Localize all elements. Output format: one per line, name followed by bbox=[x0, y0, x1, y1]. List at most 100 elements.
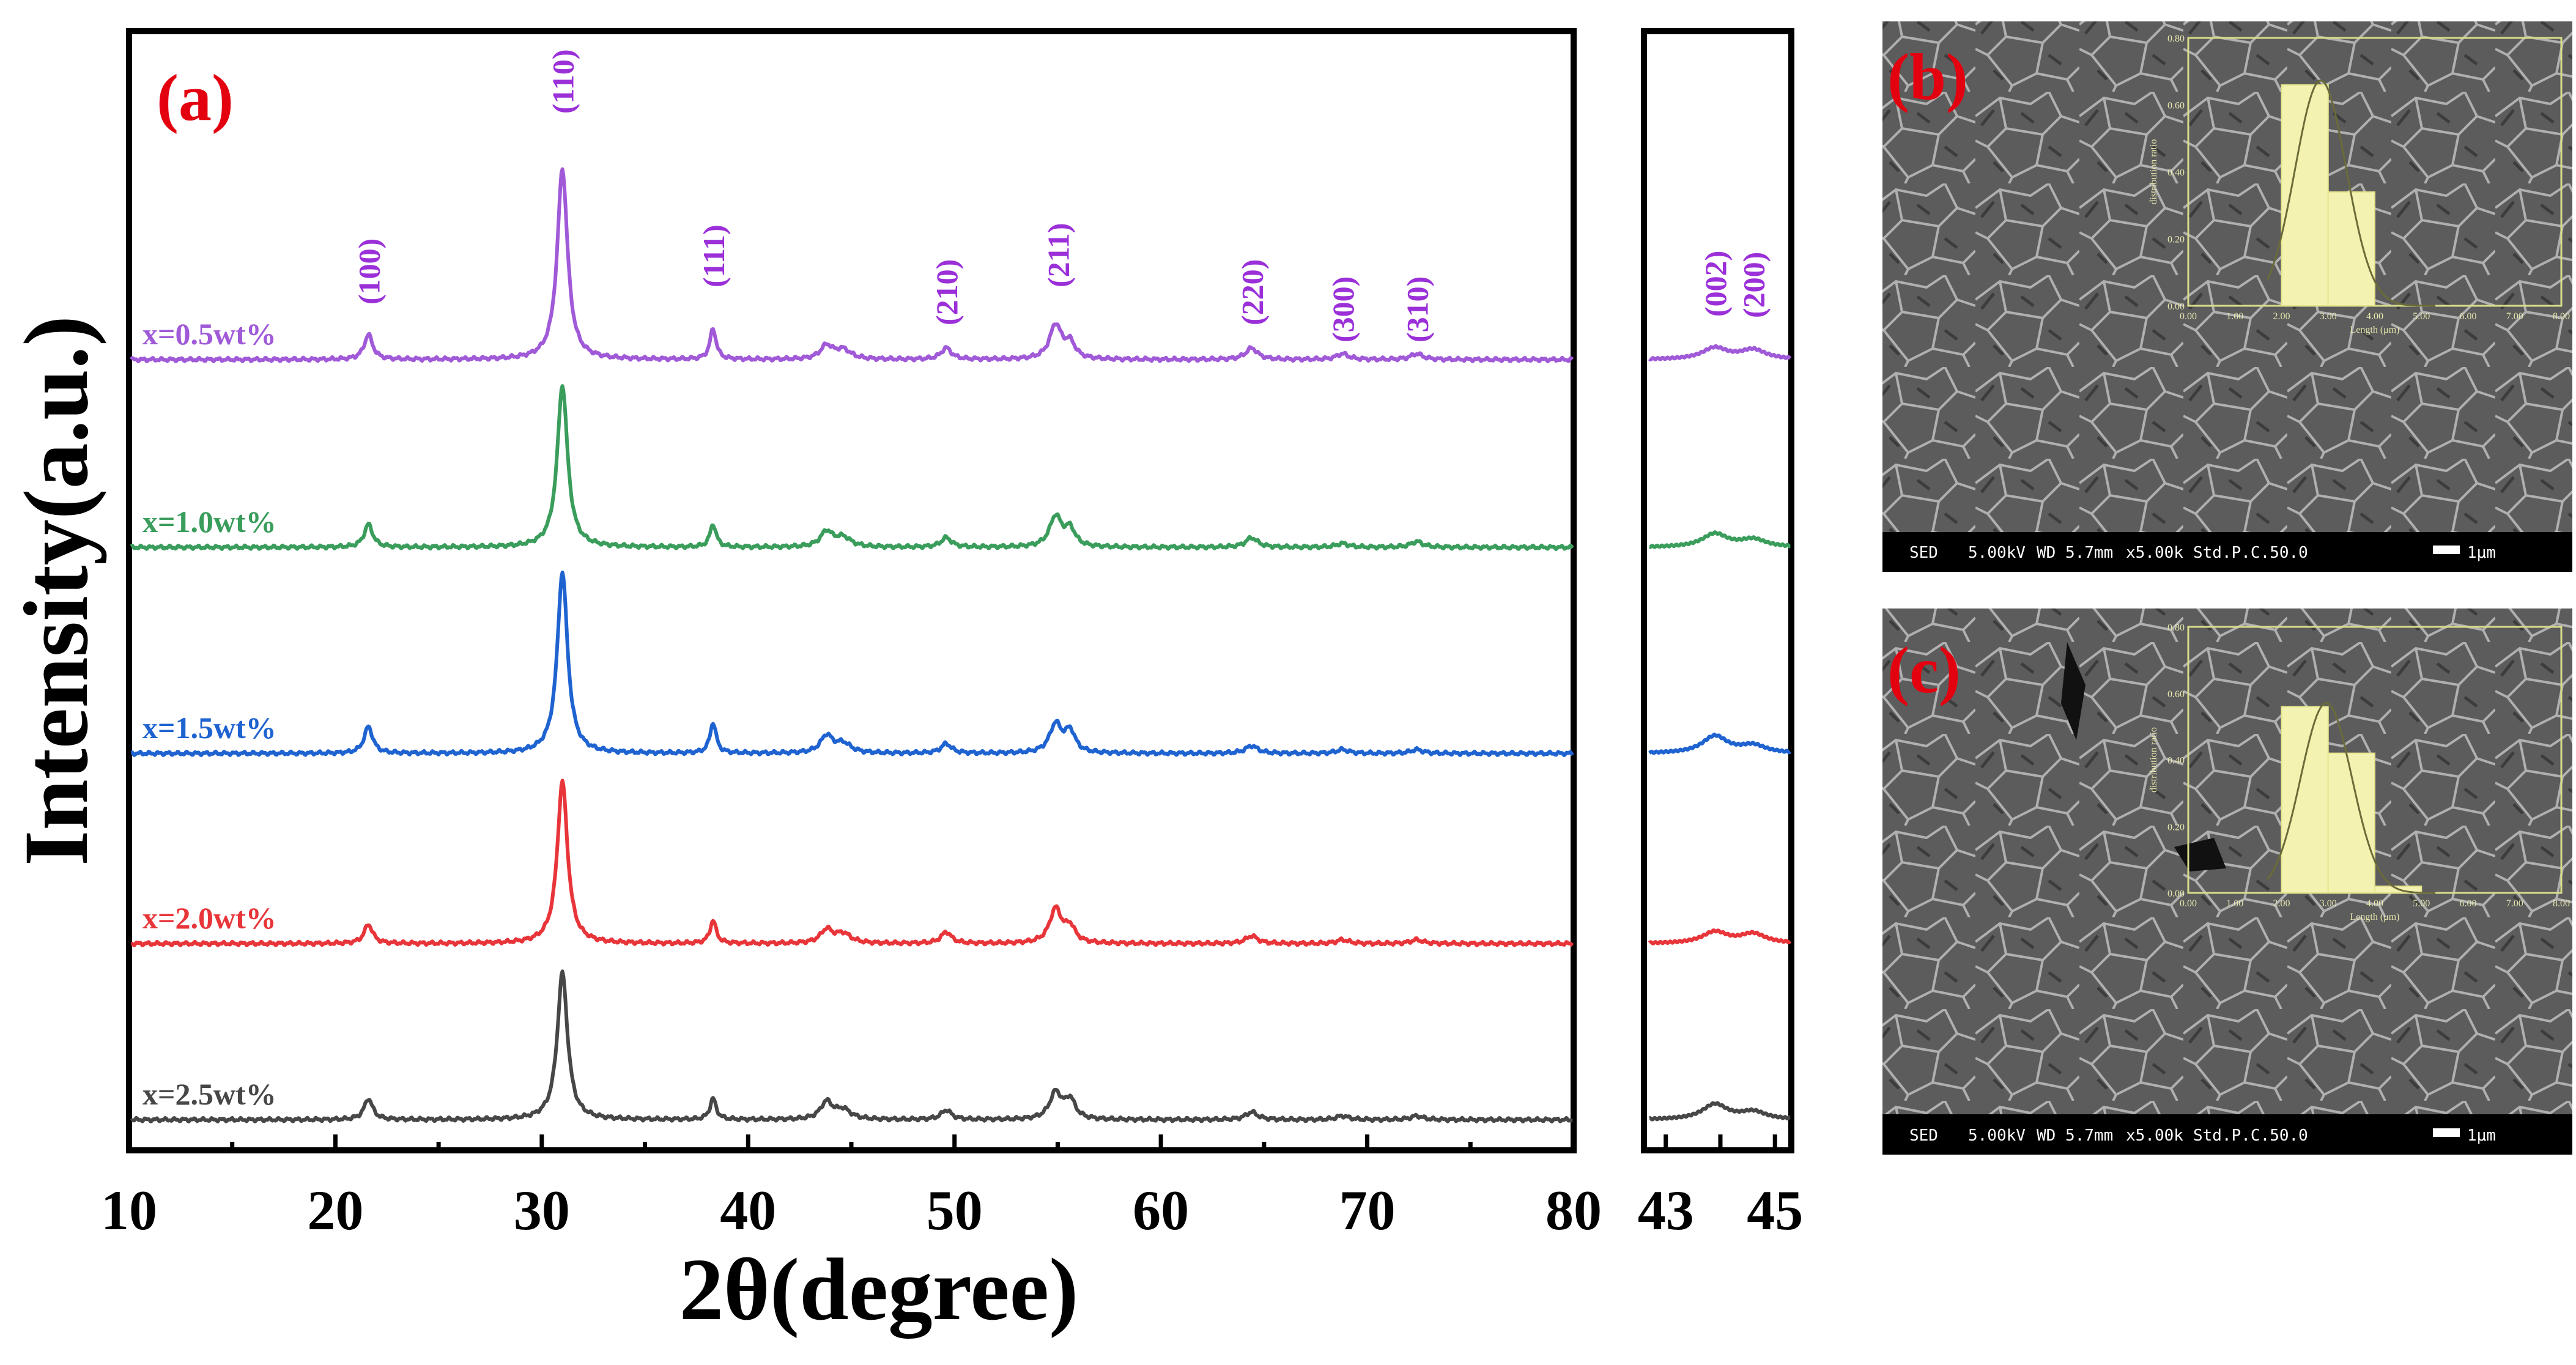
inset-y-tick: 0.80 bbox=[2167, 34, 2185, 44]
peak-label: (220) bbox=[1235, 259, 1270, 325]
fit-curve bbox=[2267, 701, 2436, 894]
x-tick-label: 60 bbox=[1133, 1179, 1189, 1241]
inset-x-tick: 3.00 bbox=[2320, 311, 2337, 322]
panel-c-label: (c) bbox=[1887, 634, 1961, 707]
x-tick-label: 70 bbox=[1339, 1179, 1396, 1241]
inset-x-tick: 3.00 bbox=[2320, 898, 2337, 909]
series-labels: x=0.5wt% x=1.0wt% x=1.5wt% x=2.0wt% x=2.5wt% bbox=[142, 317, 276, 1111]
inset-x-tick: 4.00 bbox=[2366, 311, 2383, 322]
inset-x-tick: 5.00 bbox=[2413, 311, 2430, 322]
inset-y-tick: 0.60 bbox=[2167, 689, 2185, 700]
scale-bar-c bbox=[2433, 1128, 2460, 1137]
panel-a-label: (a) bbox=[157, 62, 234, 135]
peak-label: (111) bbox=[697, 224, 731, 287]
sem-wd-b: WD 5.7mm bbox=[2037, 544, 2113, 562]
zoom-peak-labels: (002) (200) bbox=[1698, 251, 1771, 318]
sem-scale-c: 1μm bbox=[2467, 1126, 2496, 1145]
inset-x-tick: 7.00 bbox=[2506, 898, 2523, 909]
inset-x-label: Length (μm) bbox=[2350, 325, 2400, 335]
zoom-trace-x=2.0wt% bbox=[1648, 928, 1792, 945]
zoom-peak-label: (002) bbox=[1698, 251, 1733, 317]
sem-image-b bbox=[1882, 21, 2572, 572]
x-tick-label: 20 bbox=[307, 1179, 363, 1241]
inset-x-tick: 1.00 bbox=[2226, 311, 2243, 322]
sem-panel-c: SED 5.00kV WD 5.7mm x5.00k Std.P.C.50.0 … bbox=[1882, 609, 2572, 1155]
inset-y-tick: 0.40 bbox=[2167, 168, 2185, 178]
pore-dark-1 bbox=[2061, 642, 2086, 740]
x-tick-label: 10 bbox=[101, 1179, 157, 1241]
y-axis-title: Intensity(a.u.) bbox=[6, 316, 107, 866]
trace-x=1.0wt% bbox=[130, 384, 1574, 551]
inset-y-label: distribution ratio bbox=[2149, 727, 2159, 793]
series-label: x=1.5wt% bbox=[142, 711, 276, 745]
sem-detector-c: SED bbox=[1909, 1126, 1938, 1145]
sem-mode-c: Std.P.C.50.0 bbox=[2193, 1126, 2308, 1145]
peak-label: (110) bbox=[546, 49, 580, 114]
inset-y-tick: 0.40 bbox=[2167, 756, 2185, 766]
inset-x-tick: 2.00 bbox=[2273, 311, 2290, 322]
zoom-x-ticks: 43 45 bbox=[1638, 1134, 1803, 1241]
series-label: x=2.0wt% bbox=[142, 901, 276, 935]
sem-panel-b: SED 5.00kV WD 5.7mm x5.00k Std.P.C.50.0 … bbox=[1882, 21, 2572, 572]
inset-x-tick: 2.00 bbox=[2273, 898, 2290, 909]
sem-voltage-c: 5.00kV bbox=[1968, 1126, 2026, 1145]
peak-label: (210) bbox=[930, 259, 964, 325]
inset-x-tick: 0.00 bbox=[2180, 311, 2197, 322]
panel-b-label: (b) bbox=[1887, 41, 1968, 114]
series-label: x=0.5wt% bbox=[142, 317, 276, 351]
zoom-peak-label: (200) bbox=[1737, 252, 1771, 318]
pore-dark-2 bbox=[2174, 838, 2226, 871]
series-label: x=1.0wt% bbox=[142, 505, 276, 539]
trace-x=1.5wt% bbox=[130, 571, 1574, 757]
histogram-bar bbox=[2281, 706, 2329, 893]
size-distribution-inset-c: 0.00 0.20 0.40 0.60 0.80 0.00 1.00 2.00 3.00 4.00… bbox=[2149, 623, 2570, 922]
main-x-ticks: 10 20 30 40 50 60 70 80 bbox=[101, 1134, 1602, 1241]
inset-x-tick: 6.00 bbox=[2460, 898, 2477, 909]
inset-y-tick: 0.00 bbox=[2167, 301, 2185, 312]
inset-x-tick: 8.00 bbox=[2553, 311, 2570, 322]
inset-x-tick: 4.00 bbox=[2366, 898, 2383, 909]
trace-x=0.5wt% bbox=[129, 167, 1574, 363]
inset-x-tick: 0.00 bbox=[2180, 898, 2197, 909]
inset-y-tick: 0.60 bbox=[2167, 101, 2185, 111]
inset-x-tick: 5.00 bbox=[2413, 898, 2430, 909]
peak-label: (300) bbox=[1326, 276, 1360, 342]
main-peak-labels: (100) (110) (111) (210) (211) (220) (300) (310) bbox=[352, 49, 1434, 342]
sem-scale-b: 1μm bbox=[2467, 544, 2496, 562]
peak-label: (211) bbox=[1041, 223, 1075, 287]
zoom-trace-x=0.5wt% bbox=[1648, 344, 1792, 362]
main-traces bbox=[129, 167, 1574, 1123]
peak-label: (100) bbox=[352, 239, 386, 305]
peak-label: (310) bbox=[1401, 276, 1435, 342]
sem-detector-b: SED bbox=[1909, 544, 1938, 562]
inset-x-tick: 1.00 bbox=[2226, 898, 2243, 909]
x-tick-label: 30 bbox=[514, 1179, 570, 1241]
inset-x-label: Length (μm) bbox=[2350, 912, 2400, 922]
scale-bar-b bbox=[2433, 546, 2460, 554]
fit-curve bbox=[2267, 79, 2436, 307]
inset-x-tick: 7.00 bbox=[2506, 311, 2523, 322]
inset-y-tick: 0.20 bbox=[2167, 235, 2185, 245]
xrd-panel-zoom: 43 45 (002) (200) bbox=[1638, 28, 1803, 1241]
zoom-trace-x=2.5wt% bbox=[1648, 1101, 1791, 1122]
sem-mode-b: Std.P.C.50.0 bbox=[2193, 544, 2308, 562]
series-label: x=2.5wt% bbox=[142, 1077, 276, 1111]
inset-y-tick: 0.20 bbox=[2167, 822, 2185, 832]
zoom-tick-label: 45 bbox=[1747, 1179, 1803, 1241]
inset-y-tick: 0.00 bbox=[2167, 889, 2185, 899]
zoom-tick-label: 43 bbox=[1638, 1179, 1694, 1241]
zoom-traces bbox=[1648, 344, 1792, 1122]
histogram-bar bbox=[2327, 191, 2375, 306]
xrd-panel-main: 10 20 30 40 50 60 70 80 (100) (110) (111) (210) (21… bbox=[6, 28, 1602, 1339]
inset-x-tick: 8.00 bbox=[2553, 898, 2570, 909]
trace-x=2.0wt% bbox=[130, 779, 1574, 947]
sem-image-c bbox=[1882, 609, 2572, 1155]
sem-voltage-b: 5.00kV bbox=[1968, 544, 2026, 562]
x-tick-label: 80 bbox=[1545, 1179, 1602, 1241]
sem-mag-b: x5.00k bbox=[2126, 544, 2183, 562]
zoom-trace-x=1.5wt% bbox=[1648, 732, 1792, 755]
inset-y-label: distribution ratio bbox=[2149, 139, 2159, 204]
main-plot-frame bbox=[126, 28, 1577, 1153]
x-axis-title: 2θ(degree) bbox=[679, 1241, 1079, 1339]
